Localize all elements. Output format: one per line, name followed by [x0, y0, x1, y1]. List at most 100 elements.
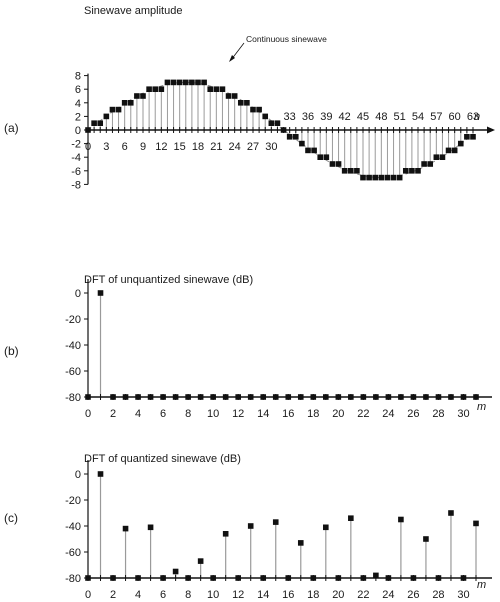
- panel-b-point: [323, 394, 329, 400]
- panel-a-point: [323, 154, 330, 160]
- panel-a-point: [402, 168, 409, 174]
- panel-a-point: [433, 154, 440, 160]
- panel-c-title: DFT of quantized sinewave (dB): [84, 453, 241, 465]
- panel-a-point: [451, 147, 458, 154]
- panel-c-point: [323, 524, 329, 531]
- panel-c-point: [398, 516, 404, 523]
- panel-b-ytick-label: -60: [65, 366, 81, 378]
- panel-a-point: [347, 168, 354, 174]
- panel-c-xtick-label: 18: [307, 589, 319, 601]
- panel-b: (b) DFT of unquantized sinewave (dB) m -…: [4, 274, 492, 420]
- panel-c-point: [110, 575, 116, 581]
- panel-c-point: [360, 575, 367, 581]
- panel-c-point: [473, 520, 479, 527]
- panel-b-point: [185, 394, 191, 400]
- panel-c-point: [210, 575, 216, 581]
- panel-a-xtick-label: 63: [467, 111, 479, 123]
- panel-b-xtick-label: 30: [457, 408, 469, 420]
- panel-b-point: [373, 394, 379, 400]
- panel-a-point: [146, 86, 152, 92]
- panel-b-xtick-label: 16: [282, 408, 294, 420]
- panel-c-point: [97, 471, 104, 477]
- panel-a-ytick-label: 2: [75, 111, 81, 123]
- panel-b-xtick-label: 0: [85, 408, 91, 420]
- panel-a-ytick-label: -6: [71, 166, 81, 178]
- panel-a-point: [85, 127, 91, 133]
- panel-a-point: [378, 174, 385, 181]
- panel-a-point: [182, 79, 189, 86]
- panel-b-xtick-label: 18: [307, 408, 319, 420]
- panel-a-point: [354, 168, 360, 174]
- panel-c-xtick-label: 26: [407, 589, 419, 601]
- panel-c-xtick-label: 30: [457, 589, 469, 601]
- panel-b-ytick-label: 0: [75, 288, 81, 300]
- panel-b-point: [260, 394, 267, 400]
- panel-a-point: [244, 100, 250, 106]
- panel-c-point: [135, 575, 141, 581]
- panel-a-point: [396, 174, 403, 181]
- panel-b-point: [460, 394, 467, 400]
- panel-a-point: [268, 120, 275, 126]
- panel-a-xtick-label: 51: [394, 111, 406, 123]
- panel-a-point: [360, 174, 366, 181]
- panel-b-xtick-label: 6: [160, 408, 166, 420]
- panel-c-ytick-label: 0: [75, 469, 81, 481]
- panel-c-xtick-label: 12: [232, 589, 244, 601]
- panel-b-label: (b): [4, 344, 19, 358]
- panel-b-title: DFT of unquantized sinewave (dB): [84, 274, 253, 286]
- panel-c-xtick-label: 24: [382, 589, 394, 601]
- panel-c-point: [448, 510, 454, 516]
- panel-c-point: [348, 515, 354, 521]
- panel-a-point: [292, 134, 299, 140]
- panel-a-point: [237, 100, 244, 106]
- panel-a-point: [176, 79, 183, 86]
- panel-b-xtick-label: 22: [357, 408, 369, 420]
- panel-a-ytick-label: -2: [71, 139, 81, 151]
- panel-a-ytick-label: 8: [75, 71, 81, 83]
- panel-a-xtick-label: 57: [430, 111, 442, 123]
- panel-b-xtick-label: 28: [432, 408, 444, 420]
- panel-c-xtick-label: 20: [332, 589, 344, 601]
- panel-a-point: [390, 174, 397, 181]
- panel-a-xtick-label: 33: [284, 111, 296, 123]
- panel-c-point: [260, 575, 267, 581]
- panel-c-point: [435, 575, 442, 581]
- panel-a-point: [219, 86, 226, 92]
- panel-b-point: [360, 394, 367, 400]
- panel-a-xtick-label: 9: [140, 141, 146, 153]
- panel-b-point: [222, 394, 229, 400]
- panel-b-point: [122, 394, 129, 400]
- panel-b-xtick-label: 10: [207, 408, 219, 420]
- panel-b-ytick-label: -40: [65, 340, 81, 352]
- panel-c-ytick-label: -80: [65, 573, 81, 585]
- panel-b-xtick-label: 8: [185, 408, 191, 420]
- panel-a-xtick-label: 15: [174, 141, 186, 153]
- panel-c-point: [335, 575, 342, 581]
- panel-b-xtick-label: 20: [332, 408, 344, 420]
- panel-a-point: [409, 168, 415, 174]
- panel-a-point: [470, 134, 476, 140]
- panel-a-label: (a): [4, 121, 19, 135]
- panel-c-point: [147, 524, 154, 531]
- panel-a-point: [134, 93, 140, 99]
- panel-b-point: [172, 394, 179, 400]
- panel-a-xtick-label: 21: [210, 141, 222, 153]
- panel-a-point: [415, 168, 421, 174]
- panel-a-xtick-label: 0: [85, 141, 91, 153]
- panel-a-point: [213, 86, 220, 92]
- panel-a-point: [384, 174, 391, 181]
- panel-b-point: [423, 394, 429, 400]
- panel-c-point: [373, 572, 379, 579]
- panel-a-xtick-label: 24: [229, 141, 241, 153]
- panel-a-ytick-label: -4: [71, 152, 81, 164]
- panel-a-point: [305, 147, 311, 154]
- panel-b-point: [435, 394, 442, 400]
- panel-a-point: [170, 79, 177, 86]
- panel-a-annotation: Continuous sinewave: [246, 34, 327, 44]
- panel-c-xtick-label: 4: [135, 589, 141, 601]
- panel-b-point: [210, 394, 216, 400]
- panel-a: (a) Sinewave amplitude n Continuous sine…: [4, 5, 495, 191]
- panel-a-xtick-label: 27: [247, 141, 259, 153]
- panel-a-point: [103, 113, 110, 120]
- panel-a-point: [91, 120, 97, 126]
